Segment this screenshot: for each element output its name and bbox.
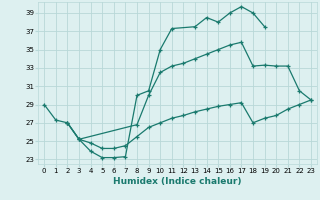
- X-axis label: Humidex (Indice chaleur): Humidex (Indice chaleur): [113, 177, 242, 186]
